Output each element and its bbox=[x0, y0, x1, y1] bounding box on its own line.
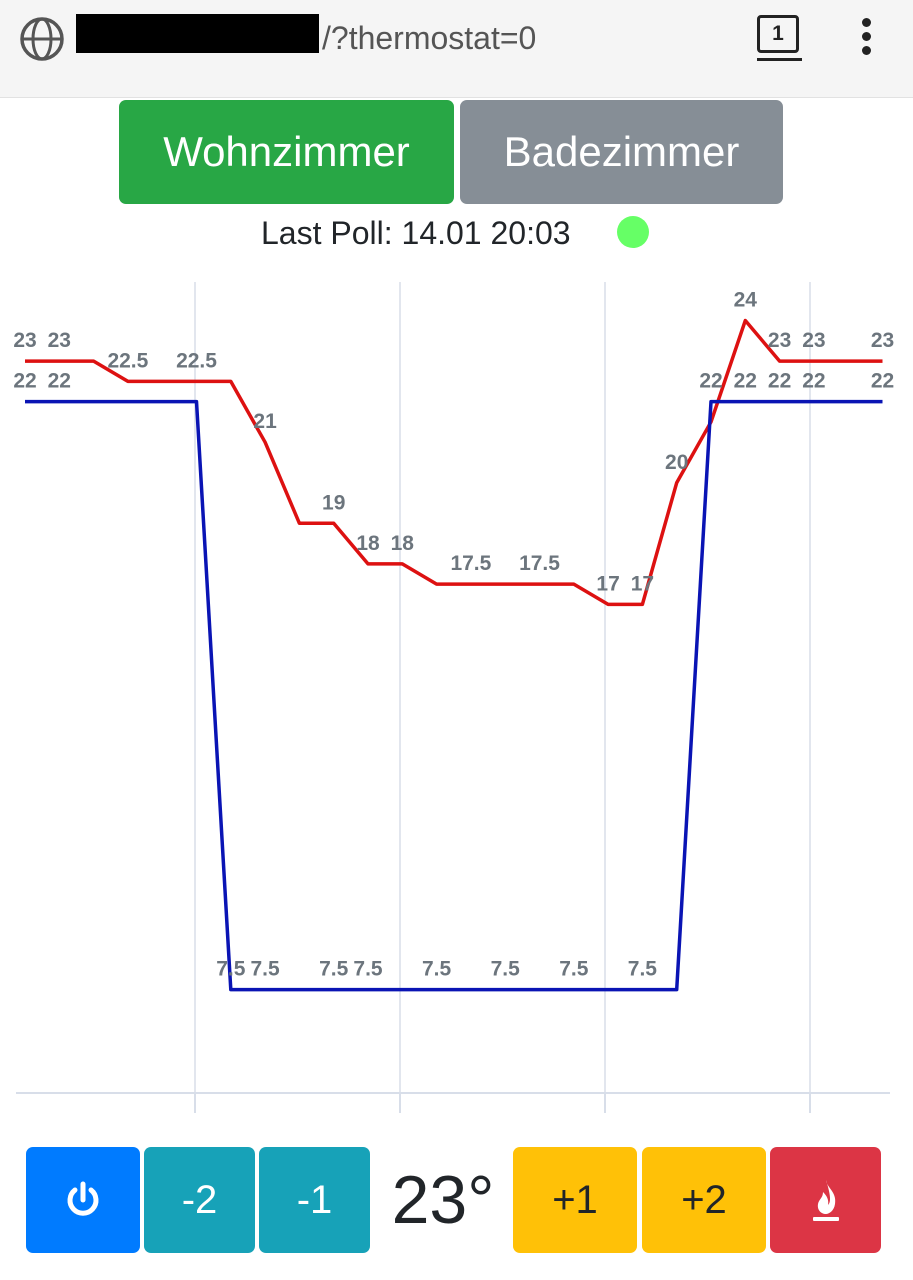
data-label: 7.5 bbox=[353, 958, 383, 981]
data-label: 22.5 bbox=[107, 349, 148, 372]
data-label: 23 bbox=[802, 329, 825, 352]
data-label: 22 bbox=[48, 370, 71, 393]
data-label: 24 bbox=[734, 289, 758, 312]
data-label: 22.5 bbox=[176, 349, 217, 372]
decrease-2-button[interactable]: -2 bbox=[144, 1147, 255, 1253]
data-label: 22 bbox=[871, 370, 894, 393]
data-label: 7.5 bbox=[319, 958, 349, 981]
data-label: 17.5 bbox=[519, 552, 560, 575]
data-label: 21 bbox=[253, 410, 277, 433]
decrease-1-button[interactable]: -1 bbox=[259, 1147, 370, 1253]
data-label: 23 bbox=[48, 329, 71, 352]
data-label: 17 bbox=[596, 572, 619, 595]
target-temperature: 23° bbox=[391, 1162, 495, 1238]
redacted-host bbox=[76, 14, 319, 53]
data-label: 17 bbox=[631, 572, 654, 595]
flame-icon bbox=[812, 1180, 839, 1221]
data-label: 7.5 bbox=[422, 958, 452, 981]
power-icon bbox=[67, 1181, 99, 1216]
room-button-badezimmer[interactable]: Badezimmer bbox=[460, 100, 783, 204]
tab-count-button[interactable]: 1 bbox=[757, 15, 799, 53]
data-label: 19 bbox=[322, 491, 345, 514]
data-label: 18 bbox=[356, 532, 380, 555]
data-label: 7.5 bbox=[491, 958, 521, 981]
data-label: 23 bbox=[13, 329, 36, 352]
data-label: 22 bbox=[13, 370, 36, 393]
status-indicator bbox=[617, 216, 649, 248]
data-label: 20 bbox=[665, 451, 688, 474]
data-label: 23 bbox=[768, 329, 791, 352]
data-label: 7.5 bbox=[216, 958, 246, 981]
data-label: 22 bbox=[699, 370, 722, 393]
boost-button[interactable] bbox=[770, 1147, 881, 1253]
url-path: /?thermostat=0 bbox=[322, 20, 537, 56]
last-poll-text: Last Poll: 14.01 20:03 bbox=[261, 215, 571, 251]
data-label: 23 bbox=[871, 329, 894, 352]
series-line-1 bbox=[25, 399, 883, 992]
data-label: 22 bbox=[802, 370, 825, 393]
power-button[interactable] bbox=[26, 1147, 140, 1253]
data-label: 22 bbox=[768, 370, 791, 393]
data-label: 7.5 bbox=[628, 958, 658, 981]
data-label: 22 bbox=[734, 370, 757, 393]
tab-count-underline bbox=[757, 58, 802, 61]
overflow-menu-icon[interactable] bbox=[856, 18, 876, 58]
data-label: 7.5 bbox=[559, 958, 589, 981]
increase-1-button[interactable]: +1 bbox=[513, 1147, 637, 1253]
globe-icon bbox=[20, 17, 64, 61]
room-button-wohnzimmer[interactable]: Wohnzimmer bbox=[119, 100, 454, 204]
series-line-0 bbox=[25, 318, 883, 607]
increase-2-button[interactable]: +2 bbox=[642, 1147, 766, 1253]
data-label: 18 bbox=[391, 532, 415, 555]
address-bar[interactable]: /?thermostat=0 1 bbox=[0, 0, 913, 98]
temperature-chart: 23 23 22.5 22.5 21 19 18 18 17.5 17.5 17 17 20 24 23 23… bbox=[13, 282, 894, 1113]
data-label: 7.5 bbox=[250, 958, 280, 981]
data-label: 17.5 bbox=[450, 552, 491, 575]
